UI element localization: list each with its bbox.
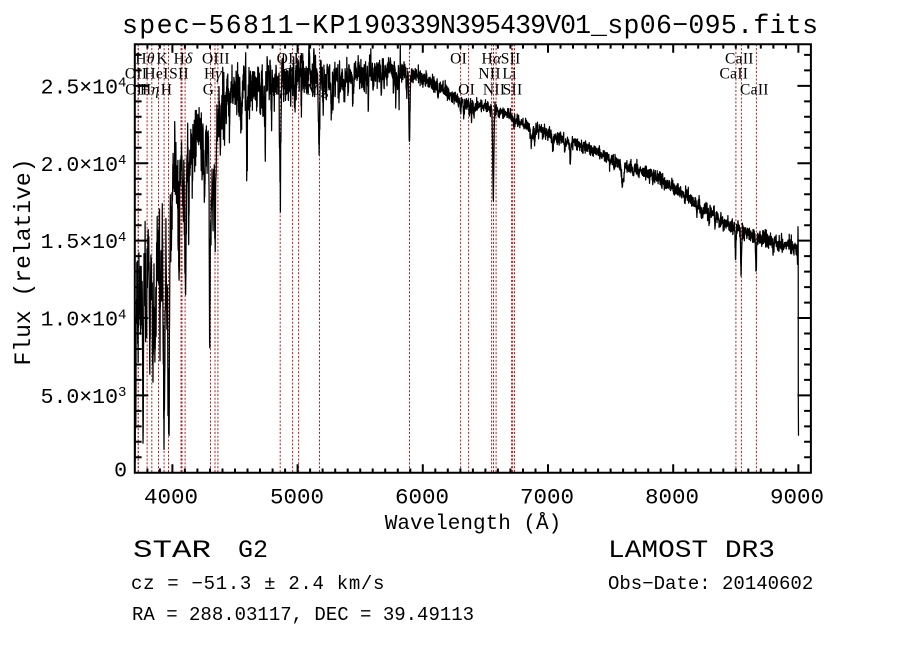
svg-text:4: 4 [118, 308, 126, 324]
svg-text:_sp06−095.fits: _sp06−095.fits [590, 11, 818, 41]
svg-text:HeI: HeI [144, 66, 168, 83]
svg-text:K: K [156, 51, 168, 68]
svg-text:9000: 9000 [770, 485, 824, 511]
svg-text:LAMOST DR3: LAMOST DR3 [608, 536, 775, 564]
svg-text:cz = −51.3 ± 2.4 km/s: cz = −51.3 ± 2.4 km/s [131, 573, 385, 595]
svg-text:H: H [161, 82, 173, 99]
svg-text:4: 4 [118, 153, 126, 169]
svg-text:3: 3 [118, 385, 126, 401]
svg-text:Hη: Hη [140, 82, 160, 99]
svg-text:8000: 8000 [645, 485, 699, 511]
svg-text:5.0×10: 5.0×10 [41, 386, 118, 410]
svg-text:SII: SII [501, 51, 521, 68]
svg-text:OIII: OIII [277, 51, 305, 68]
svg-text:5000: 5000 [270, 485, 324, 511]
svg-text:2.5×10: 2.5×10 [41, 76, 118, 100]
svg-text:Hα: Hα [482, 51, 503, 68]
svg-text:CaII: CaII [740, 82, 769, 99]
svg-text:CaII: CaII [725, 51, 754, 68]
svg-text:4: 4 [118, 230, 126, 246]
svg-text:OI: OI [450, 51, 467, 68]
svg-text:OIII: OIII [202, 51, 230, 68]
svg-text:OIII: OIII [283, 66, 311, 83]
svg-text:Mg: Mg [306, 82, 328, 99]
svg-text:SII: SII [503, 82, 523, 99]
svg-text:Wavelength (Å): Wavelength (Å) [385, 513, 561, 536]
svg-text:7000: 7000 [520, 485, 574, 511]
svg-text:CaII: CaII [720, 66, 749, 83]
svg-text:1.5×10: 1.5×10 [41, 231, 118, 255]
svg-text:6000: 6000 [395, 485, 449, 511]
svg-text:Na: Na [398, 66, 417, 83]
svg-text:NII: NII [483, 82, 505, 99]
svg-text:4000: 4000 [144, 485, 198, 511]
svg-text:0339N395439V01: 0339N395439V01 [380, 11, 591, 41]
svg-text:OII: OII [125, 82, 147, 99]
svg-text:OI: OI [458, 82, 475, 99]
svg-text:SII: SII [169, 66, 189, 83]
svg-text:Li: Li [502, 66, 517, 83]
svg-text:1.0×10: 1.0×10 [41, 309, 118, 333]
svg-text:2.0×10: 2.0×10 [41, 154, 118, 178]
svg-text:4: 4 [118, 75, 126, 91]
svg-text:Flux (relative): Flux (relative) [11, 158, 37, 365]
svg-text:G2: G2 [238, 536, 268, 565]
svg-text:Hθ: Hθ [135, 51, 155, 68]
svg-text:0: 0 [114, 459, 127, 483]
svg-text:Hδ: Hδ [174, 51, 194, 68]
svg-text:Hγ: Hγ [204, 66, 223, 83]
svg-text:Hβ: Hβ [268, 82, 288, 99]
svg-text:Obs−Date: 20140602: Obs−Date: 20140602 [608, 573, 813, 595]
svg-text:RA = 288.03117, DEC = 39.4911: RA = 288.03117, DEC = 39.49113 [132, 604, 474, 626]
svg-text:G: G [203, 82, 215, 99]
svg-text:NII: NII [478, 66, 500, 83]
svg-text:spec−56811−KP19: spec−56811−KP19 [122, 11, 380, 41]
svg-text:STAR: STAR [133, 536, 211, 564]
svg-text:OII: OII [125, 66, 147, 83]
